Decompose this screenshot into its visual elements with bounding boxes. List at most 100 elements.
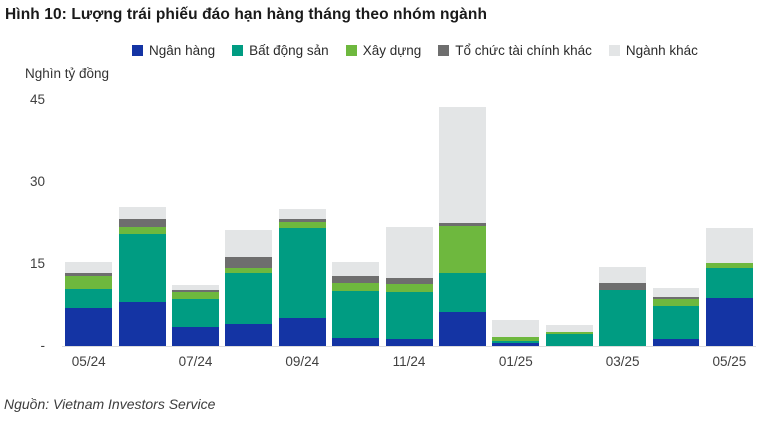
bar-segment [332,338,380,346]
bar-segment [385,277,433,285]
bar-column-10/24 [329,100,382,346]
bar-stack [332,261,380,346]
bar-segment [545,333,593,346]
bar-segment [652,338,700,346]
bar-segment [385,338,433,346]
bar-segment [171,292,219,299]
legend-swatch-icon [345,44,357,56]
bar-column-01/25 [489,100,542,346]
legend-item-3: Tổ chức tài chính khác [438,43,592,58]
legend-label: Ngân hàng [149,42,216,58]
bar-segment [118,219,166,228]
legend-item-2: Xây dựng [345,42,422,58]
plot-area [62,100,756,347]
bar-segment [599,283,647,290]
legend-item-1: Bất động sản [232,43,329,58]
y-tick--: - [40,338,46,353]
bar-segment [65,262,113,273]
bar-stack [705,227,753,346]
bar-segment [225,256,273,268]
bar-segment [118,206,166,220]
y-tick-45: 45 [29,92,45,107]
x-tick-label: 03/25 [605,354,640,369]
bar-segment [332,290,380,339]
bar-stack [118,206,166,346]
bar-segment [225,267,273,273]
bar-column-11/24 [382,100,435,346]
bar-segment [118,227,166,234]
bar-stack [278,209,326,346]
bar-segment [225,323,273,346]
bar-stack [599,266,647,346]
bar-segment [65,272,113,277]
bar-segment [705,298,753,346]
x-tick-label [436,354,489,369]
bar-segment [278,318,326,346]
bar-segment [492,319,540,338]
bar-column-12/24 [436,100,489,346]
bar-segment [599,289,647,346]
bar-column-02/25 [543,100,596,346]
bar-segment [492,343,540,346]
bar-segment [278,209,326,220]
x-tick-label [543,354,596,369]
bar-segment [171,299,219,328]
bar-segment [332,261,380,277]
bar-segment [385,284,433,293]
bar-column-08/24 [222,100,275,346]
bar-segment [171,284,219,290]
bar-stack [385,227,433,346]
chart-legend: Ngân hàng Bất động sản Xây dựng Tổ chức tài… [70,40,760,60]
x-tick-label [649,354,702,369]
bar-column-04/25 [649,100,702,346]
bar-stack [65,262,113,346]
bar-segment [438,312,486,346]
bar-segment [385,227,433,278]
x-tick-label: 05/25 [712,354,747,369]
legend-label: Bất động sản [249,42,329,58]
legend-label: Xây dựng [362,42,422,58]
x-tick-label [222,354,275,369]
bar-segment [652,287,700,298]
legend-item-4: Ngành khác [608,43,698,58]
x-axis-labels: 05/24 07/24 09/24 11/24 01/25 03/25 05/25 [62,354,756,369]
bar-stack [545,324,593,346]
bar-segment [599,266,647,284]
bar-segment [438,273,486,313]
bar-stack [171,284,219,346]
bar-segment [438,223,486,227]
x-tick-label [115,354,168,369]
bar-segment [545,332,593,334]
x-tick-label: 09/24 [285,354,320,369]
legend-label: Tổ chức tài chính khác [455,42,592,58]
bar-segment [492,337,540,342]
y-axis-unit-label: Nghìn tỷ đồng [25,66,110,81]
legend-item-0: Ngân hàng [132,43,215,58]
bar-segment [278,219,326,222]
bar-segment [705,227,753,264]
source-note: Nguồn: Vietnam Investors Service [4,396,216,412]
bar-column-07/24 [169,100,222,346]
bar-segment [118,233,166,303]
bar-segment [652,297,700,300]
bar-column-03/25 [596,100,649,346]
bar-segment [385,292,433,339]
x-tick-label: 07/24 [178,354,213,369]
legend-swatch-icon [232,44,244,56]
bar-stack [438,106,486,346]
legend-swatch-icon [608,44,620,56]
bar-segment [171,327,219,346]
bar-segment [492,341,540,344]
y-tick-15: 15 [29,256,45,271]
x-tick-label: 11/24 [392,354,426,369]
bar-segment [332,276,380,283]
bar-segment [278,228,326,319]
bar-segment [278,221,326,229]
bar-segment [171,289,219,293]
figure-title: Hình 10: Lượng trái phiếu đáo hạn hàng t… [5,6,488,23]
bar-segment [225,272,273,324]
bar-segment [545,324,593,333]
bar-segment [705,268,753,299]
bar-segment [652,305,700,339]
bar-column-05/24 [62,100,115,346]
